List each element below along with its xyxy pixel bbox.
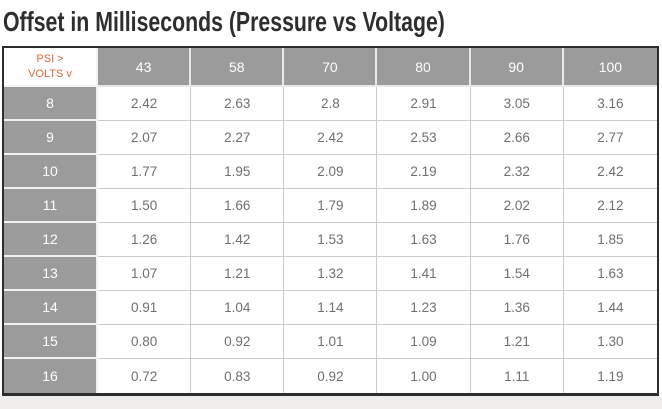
- offset-cell: 0.91: [98, 291, 192, 325]
- offset-cell: 1.01: [284, 325, 378, 359]
- table-row: 8 2.42 2.63 2.8 2.91 3.05 3.16: [4, 87, 657, 121]
- offset-cell: 2.42: [563, 155, 657, 189]
- offset-cell: 2.27: [191, 121, 285, 155]
- offset-cell: 0.80: [98, 325, 192, 359]
- offset-cell: 1.19: [563, 359, 657, 393]
- offset-cell: 1.42: [191, 223, 285, 257]
- offset-cell: 2.53: [377, 121, 471, 155]
- table-row: 12 1.26 1.42 1.53 1.63 1.76 1.85: [4, 223, 657, 257]
- offset-cell: 2.91: [377, 87, 471, 121]
- psi-column-header: 90: [470, 48, 564, 87]
- psi-column-header: 100: [563, 48, 657, 87]
- offset-cell: 1.76: [470, 223, 564, 257]
- offset-cell: 1.63: [563, 257, 657, 291]
- volts-row-header: 11: [4, 189, 98, 223]
- offset-cell: 1.89: [377, 189, 471, 223]
- table-row: 16 0.72 0.83 0.92 1.00 1.11 1.19: [4, 359, 657, 393]
- table-row: 9 2.07 2.27 2.42 2.53 2.66 2.77: [4, 121, 657, 155]
- offset-cell: 1.79: [284, 189, 378, 223]
- offset-cell: 2.02: [470, 189, 564, 223]
- corner-psi-label: PSI >: [36, 52, 64, 65]
- offset-cell: 2.77: [563, 121, 657, 155]
- offset-cell: 2.42: [284, 121, 378, 155]
- offset-cell: 2.07: [98, 121, 192, 155]
- offset-cell: 1.44: [563, 291, 657, 325]
- offset-cell: 1.85: [563, 223, 657, 257]
- offset-cell: 1.32: [284, 257, 378, 291]
- page-bottom-strip: [0, 396, 662, 409]
- corner-cell: PSI > VOLTS v: [4, 48, 98, 87]
- offset-cell: 1.09: [377, 325, 471, 359]
- volts-row-header: 13: [4, 257, 98, 291]
- offset-cell: 1.26: [98, 223, 192, 257]
- table-row: 10 1.77 1.95 2.09 2.19 2.32 2.42: [4, 155, 657, 189]
- offset-cell: 1.21: [470, 325, 564, 359]
- volts-row-header: 9: [4, 121, 98, 155]
- offset-cell: 2.09: [284, 155, 378, 189]
- offset-cell: 1.66: [191, 189, 285, 223]
- offset-cell: 1.00: [377, 359, 471, 393]
- offset-cell: 1.77: [98, 155, 192, 189]
- psi-column-header: 58: [191, 48, 285, 87]
- offset-cell: 2.19: [377, 155, 471, 189]
- offset-cell: 2.8: [284, 87, 378, 121]
- offset-cell: 1.30: [563, 325, 657, 359]
- volts-row-header: 10: [4, 155, 98, 189]
- corner-volts-label: VOLTS v: [28, 67, 72, 80]
- offset-cell: 1.54: [470, 257, 564, 291]
- offset-cell: 3.05: [470, 87, 564, 121]
- offset-table: PSI > VOLTS v 43 58 70 80 90 100 8 2.42 …: [2, 46, 659, 396]
- volts-row-header: 12: [4, 223, 98, 257]
- offset-cell: 1.07: [98, 257, 192, 291]
- offset-cell: 1.53: [284, 223, 378, 257]
- psi-column-header: 43: [98, 48, 192, 87]
- offset-cell: 0.92: [284, 359, 378, 393]
- volts-row-header: 14: [4, 291, 98, 325]
- offset-cell: 1.63: [377, 223, 471, 257]
- psi-column-header: 80: [377, 48, 471, 87]
- offset-cell: 2.32: [470, 155, 564, 189]
- offset-cell: 1.11: [470, 359, 564, 393]
- offset-cell: 1.04: [191, 291, 285, 325]
- table-row: 15 0.80 0.92 1.01 1.09 1.21 1.30: [4, 325, 657, 359]
- offset-cell: 1.36: [470, 291, 564, 325]
- volts-row-header: 16: [4, 359, 98, 393]
- offset-cell: 3.16: [563, 87, 657, 121]
- volts-row-header: 8: [4, 87, 98, 121]
- offset-cell: 1.23: [377, 291, 471, 325]
- offset-cell: 1.21: [191, 257, 285, 291]
- volts-row-header: 15: [4, 325, 98, 359]
- offset-cell: 2.66: [470, 121, 564, 155]
- offset-cell: 2.63: [191, 87, 285, 121]
- offset-cell: 1.50: [98, 189, 192, 223]
- offset-cell: 1.41: [377, 257, 471, 291]
- offset-cell: 0.92: [191, 325, 285, 359]
- offset-cell: 2.12: [563, 189, 657, 223]
- offset-cell: 2.42: [98, 87, 192, 121]
- page-title: Offset in Milliseconds (Pressure vs Volt…: [3, 6, 445, 37]
- offset-cell: 1.14: [284, 291, 378, 325]
- table-row: 13 1.07 1.21 1.32 1.41 1.54 1.63: [4, 257, 657, 291]
- offset-cell: 1.95: [191, 155, 285, 189]
- table-row: 14 0.91 1.04 1.14 1.23 1.36 1.44: [4, 291, 657, 325]
- offset-cell: 0.83: [191, 359, 285, 393]
- psi-column-header: 70: [284, 48, 378, 87]
- offset-cell: 0.72: [98, 359, 192, 393]
- table-row: 11 1.50 1.66 1.79 1.89 2.02 2.12: [4, 189, 657, 223]
- table-header-row: PSI > VOLTS v 43 58 70 80 90 100: [4, 48, 657, 87]
